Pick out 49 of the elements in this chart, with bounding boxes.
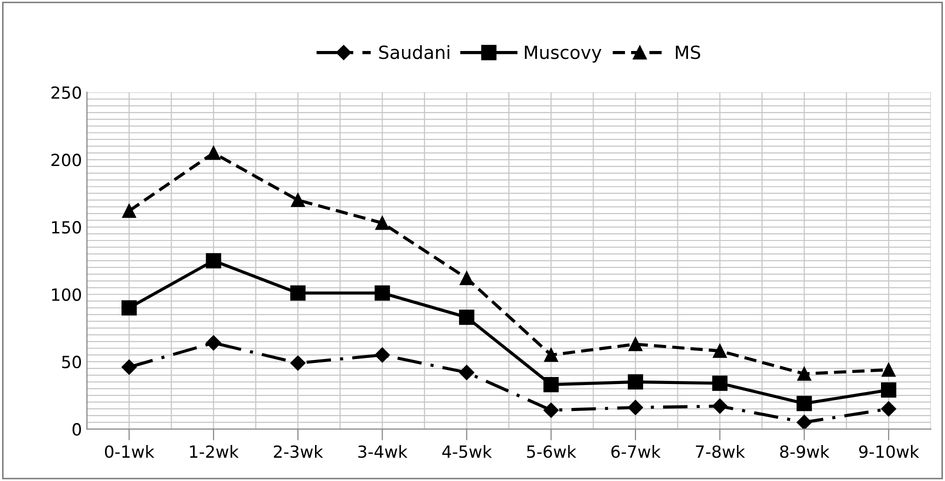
point — [206, 335, 222, 350]
x-tick-label: 9-10wk — [859, 445, 920, 458]
x-tick-label: 2-3wk — [274, 445, 324, 458]
point — [122, 204, 136, 218]
x-tick-label: 3-4wk — [358, 445, 408, 458]
point — [459, 310, 474, 325]
x-tick-label: 6-7wk — [611, 445, 661, 458]
point — [122, 360, 137, 375]
point — [543, 376, 559, 392]
point — [882, 362, 896, 377]
point — [628, 374, 644, 390]
point — [796, 414, 812, 430]
point — [290, 285, 306, 301]
point — [712, 344, 727, 358]
point — [796, 396, 812, 412]
legend-label: MS — [676, 45, 700, 60]
point — [374, 285, 390, 301]
point — [881, 401, 896, 416]
y-tick-label: 50 — [62, 356, 81, 368]
point — [375, 216, 390, 230]
y-tick-label: 150 — [52, 220, 81, 234]
point — [459, 364, 474, 380]
x-tick-label: 5-6wk — [527, 445, 576, 458]
y-tick-label: 200 — [51, 154, 81, 166]
point — [544, 348, 558, 362]
point — [460, 271, 474, 286]
point — [206, 253, 222, 268]
point — [121, 300, 137, 316]
legend-label: Saudani — [379, 45, 450, 60]
x-tick-label: 8-9wk — [780, 445, 830, 458]
point — [290, 193, 305, 208]
y-tick-label: 250 — [51, 86, 81, 99]
point — [797, 366, 812, 381]
point — [374, 347, 390, 363]
legend-label: Muscovy — [524, 46, 602, 63]
point — [712, 398, 728, 414]
point — [712, 376, 728, 391]
x-tick-label: 4-5wk — [442, 445, 492, 458]
point — [880, 382, 896, 398]
point — [628, 400, 644, 416]
y-tick-label: 0 — [72, 423, 81, 436]
point — [290, 355, 306, 371]
x-tick-label: 0-1wk — [104, 445, 154, 458]
point — [206, 146, 220, 160]
y-tick-label: 100 — [52, 288, 81, 301]
point — [628, 337, 642, 352]
x-tick-label: 7-8wk — [696, 445, 746, 458]
x-tick-label: 1-2wk — [190, 445, 239, 458]
point — [544, 402, 559, 418]
